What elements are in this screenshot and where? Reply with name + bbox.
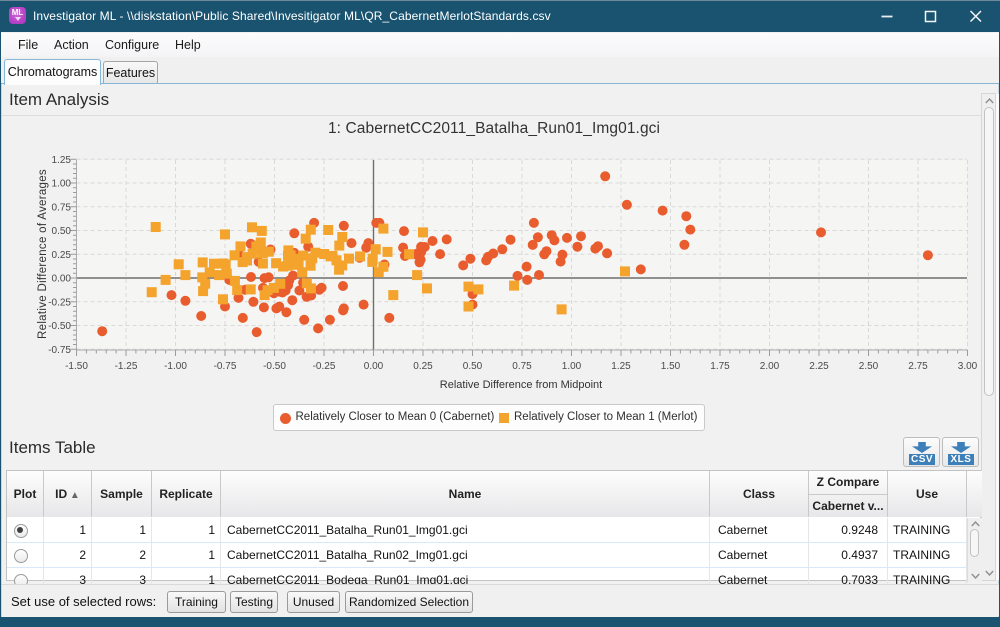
svg-text:Relative Difference from Midpo: Relative Difference from Midpoint [440, 379, 602, 391]
svg-text:-0.25: -0.25 [48, 297, 71, 308]
svg-text:-0.25: -0.25 [313, 361, 336, 372]
svg-text:2.50: 2.50 [859, 361, 879, 372]
svg-text:3.00: 3.00 [958, 361, 978, 372]
svg-text:-0.50: -0.50 [48, 321, 71, 332]
svg-text:2.00: 2.00 [760, 361, 780, 372]
svg-text:2.25: 2.25 [809, 361, 829, 372]
svg-text:-1.50: -1.50 [65, 361, 88, 372]
svg-text:-1.00: -1.00 [164, 361, 187, 372]
svg-text:1.75: 1.75 [710, 361, 730, 372]
svg-text:Relative Difference of Average: Relative Difference of Averages [37, 169, 49, 339]
svg-text:2.75: 2.75 [908, 361, 928, 372]
svg-text:0.25: 0.25 [52, 250, 72, 261]
svg-text:1.25: 1.25 [611, 361, 631, 372]
svg-text:0.75: 0.75 [512, 361, 532, 372]
svg-text:1.50: 1.50 [661, 361, 681, 372]
svg-text:1.00: 1.00 [562, 361, 582, 372]
svg-text:0.50: 0.50 [52, 226, 72, 237]
svg-text:0.00: 0.00 [52, 274, 72, 285]
svg-text:-0.50: -0.50 [263, 361, 286, 372]
svg-text:-0.75: -0.75 [214, 361, 237, 372]
svg-text:0.50: 0.50 [463, 361, 483, 372]
svg-text:0.00: 0.00 [364, 361, 384, 372]
svg-text:1.25: 1.25 [52, 155, 72, 166]
svg-text:-1.25: -1.25 [115, 361, 138, 372]
svg-text:-0.75: -0.75 [48, 345, 71, 356]
svg-text:0.25: 0.25 [413, 361, 433, 372]
svg-text:1.00: 1.00 [52, 179, 72, 190]
svg-text:0.75: 0.75 [52, 202, 72, 213]
